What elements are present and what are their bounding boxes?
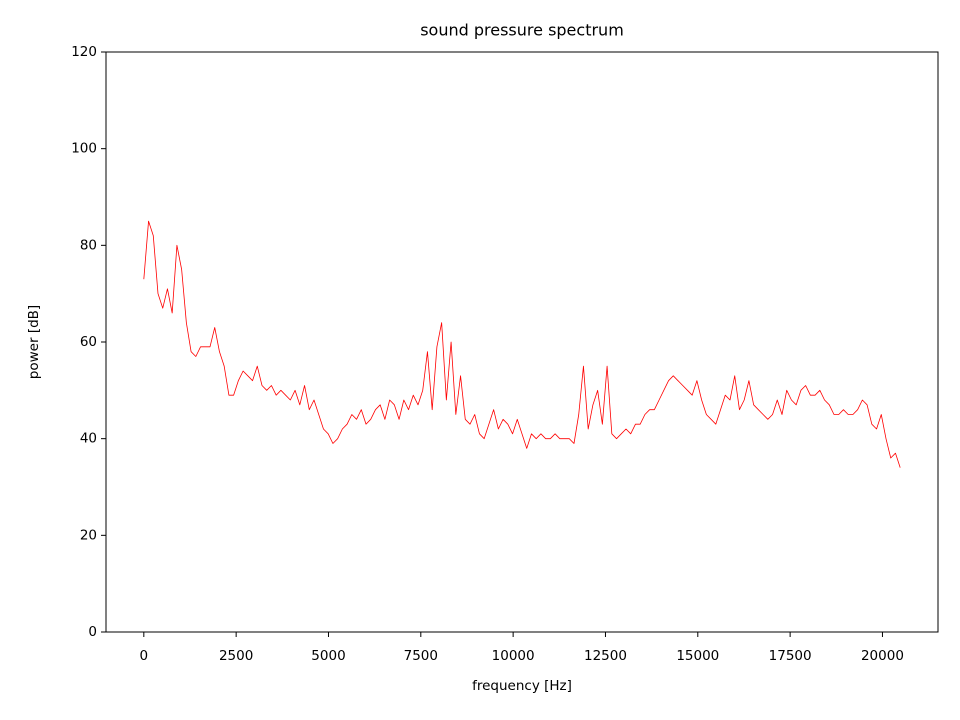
x-tick-label: 7500 [404, 648, 438, 664]
x-tick-label: 15000 [676, 648, 719, 664]
y-tick-label: 80 [80, 237, 97, 253]
x-tick-label: 20000 [861, 648, 904, 664]
y-tick-label: 60 [80, 334, 97, 350]
x-tick-label: 5000 [311, 648, 345, 664]
x-tick-label: 10000 [492, 648, 535, 664]
y-tick-label: 0 [88, 624, 97, 640]
plot-frame [105, 51, 939, 633]
y-tick-label: 100 [71, 141, 97, 157]
x-tick-label: 17500 [769, 648, 812, 664]
chart-title: sound pressure spectrum [420, 21, 624, 40]
y-tick-label: 20 [80, 527, 97, 543]
x-tick-label: 0 [140, 648, 149, 664]
y-axis-label: power [dB] [26, 305, 42, 379]
y-tick-label: 40 [80, 431, 97, 447]
x-tick-label: 2500 [219, 648, 253, 664]
x-axis-label: frequency [Hz] [472, 678, 572, 694]
y-tick-label: 120 [71, 44, 97, 60]
x-tick-label: 12500 [584, 648, 627, 664]
spectrum-line [143, 220, 901, 468]
